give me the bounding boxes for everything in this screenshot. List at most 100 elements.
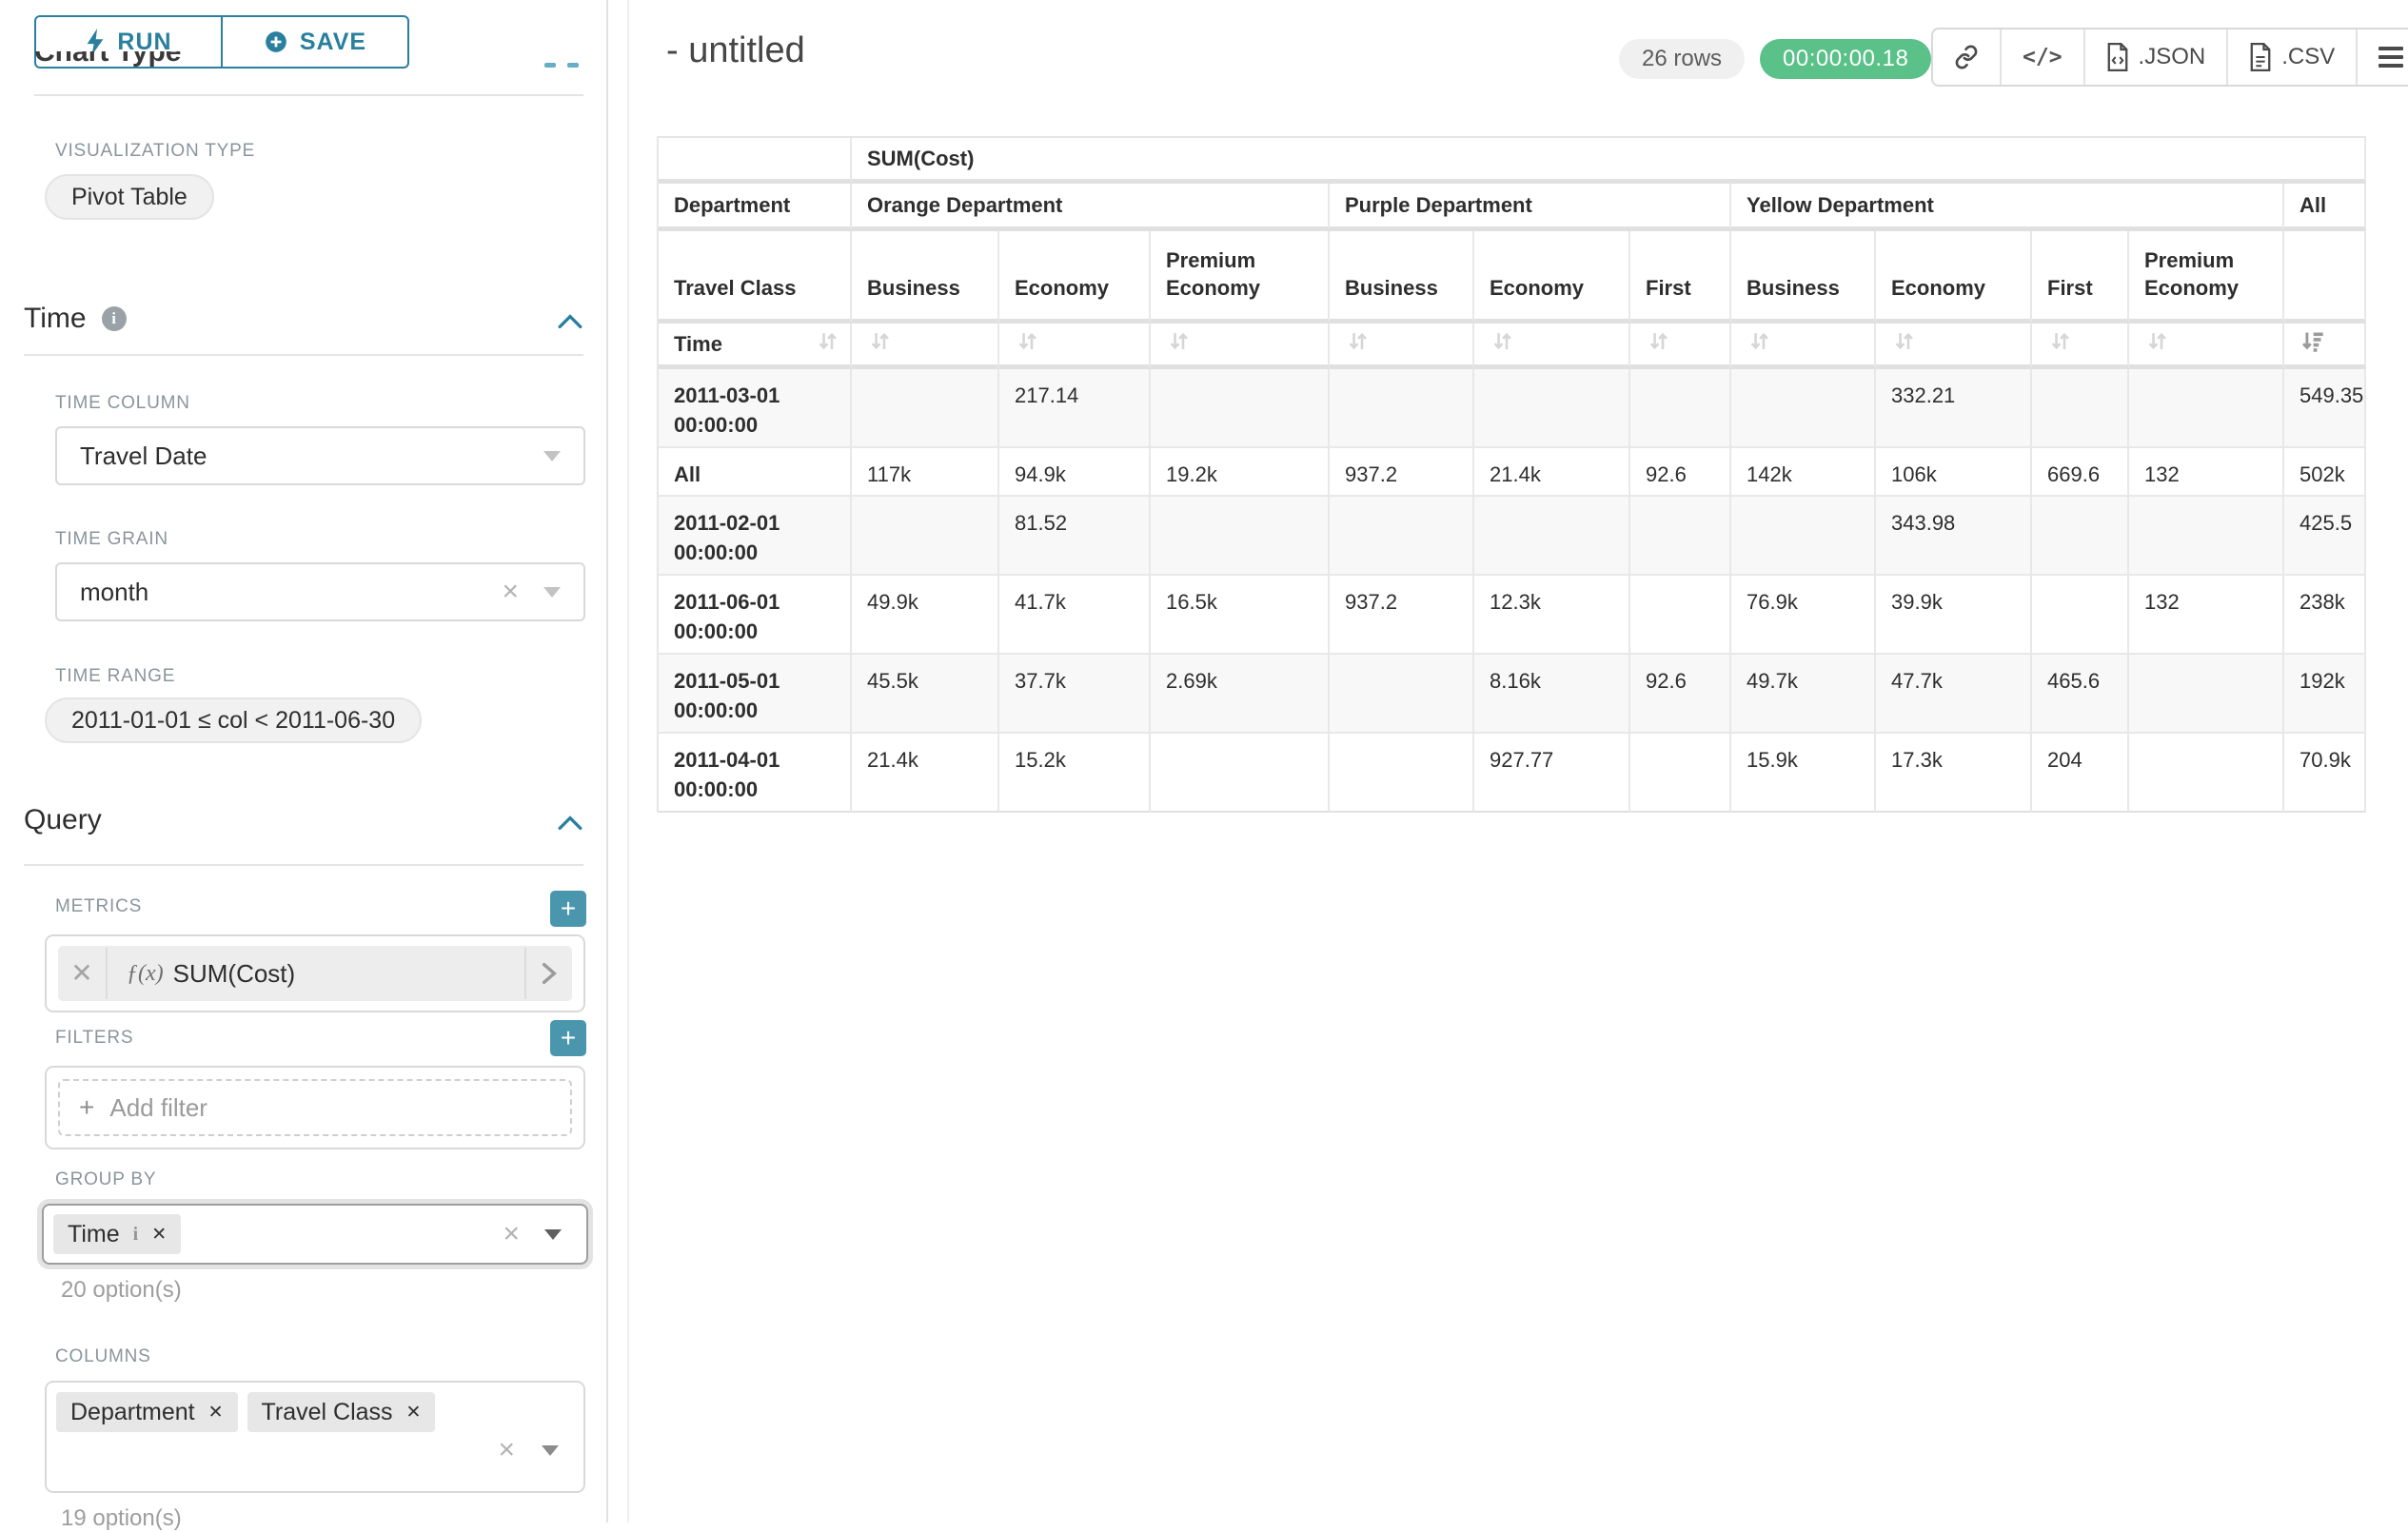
run-button[interactable]: RUN xyxy=(36,17,221,67)
sort-icon[interactable] xyxy=(1891,328,1917,360)
divider xyxy=(24,354,583,356)
remove-metric-icon[interactable]: ✕ xyxy=(58,948,108,999)
plus-icon: + xyxy=(79,1092,95,1122)
sort-header[interactable] xyxy=(1876,324,2032,369)
sort-header[interactable] xyxy=(2284,324,2366,369)
pivot-cell: 12.3k xyxy=(1474,576,1630,655)
run-button-label: RUN xyxy=(117,28,172,55)
sort-desc-active-icon[interactable] xyxy=(2299,328,2325,360)
pivot-cell xyxy=(1474,369,1630,448)
clear-icon[interactable]: × xyxy=(503,1218,520,1249)
collapse-chevron-up-icon[interactable] xyxy=(558,814,582,833)
menu-button[interactable] xyxy=(2356,29,2408,85)
sort-icon[interactable] xyxy=(1490,328,1515,360)
fx-icon: ƒ(x) xyxy=(127,960,164,986)
time-sort-header[interactable]: Time xyxy=(659,324,852,369)
sort-header[interactable] xyxy=(1630,324,1731,369)
column-group-header: Orange Department xyxy=(852,184,1330,231)
sort-icon[interactable] xyxy=(2047,328,2073,360)
sort-header[interactable] xyxy=(2032,324,2129,369)
panel-divider[interactable] xyxy=(606,0,608,1522)
metrics-box: ✕ ƒ(x) SUM(Cost) xyxy=(45,934,585,1012)
pivot-cell: 39.9k xyxy=(1876,576,2032,655)
pivot-cell: 21.4k xyxy=(1474,448,1630,497)
save-button[interactable]: SAVE xyxy=(221,17,407,67)
pivot-cell: 45.5k xyxy=(852,655,999,734)
sort-icon[interactable] xyxy=(815,328,840,360)
pivot-cell: 332.21 xyxy=(1876,369,2032,448)
sort-header[interactable] xyxy=(1151,324,1330,369)
pivot-cell: 465.6 xyxy=(2032,655,2129,734)
time-range-pill[interactable]: 2011-01-01 ≤ col < 2011-06-30 xyxy=(45,697,423,743)
pivot-cell xyxy=(1731,497,1876,576)
pivot-cell xyxy=(2129,497,2284,576)
columns-select[interactable]: Department ✕ Travel Class ✕ × xyxy=(45,1381,585,1493)
sort-header[interactable] xyxy=(1330,324,1474,369)
pivot-cell: 49.9k xyxy=(852,576,999,655)
row-label: 2011-06-01 00:00:00 xyxy=(659,576,852,655)
columns-label: COLUMNS xyxy=(55,1346,151,1366)
group-by-select[interactable]: Time i ✕ × xyxy=(42,1204,588,1265)
pivot-cell xyxy=(1630,734,1731,813)
remove-chip-icon[interactable]: ✕ xyxy=(405,1402,422,1423)
sort-header[interactable] xyxy=(1731,324,1876,369)
clear-icon[interactable]: × xyxy=(502,576,519,607)
sort-header[interactable] xyxy=(852,324,999,369)
column-group-header: Purple Department xyxy=(1330,184,1731,231)
hamburger-icon xyxy=(2378,47,2404,68)
travel-class-header: Business xyxy=(1731,231,1876,324)
pivot-cell: 8.16k xyxy=(1474,655,1630,734)
pivot-cell xyxy=(1630,576,1731,655)
columns-chip-department[interactable]: Department ✕ xyxy=(56,1392,238,1432)
add-filter-plus-button[interactable]: + xyxy=(550,1020,586,1056)
sort-icon[interactable] xyxy=(2144,328,2170,360)
group-by-options-hint: 20 option(s) xyxy=(61,1277,182,1303)
clear-icon[interactable]: × xyxy=(498,1434,515,1465)
copy-link-button[interactable] xyxy=(1933,29,2000,85)
sort-header[interactable] xyxy=(999,324,1151,369)
filters-box: + Add filter xyxy=(45,1066,585,1149)
sort-icon[interactable] xyxy=(1345,328,1371,360)
view-query-button[interactable]: </> xyxy=(2000,29,2083,85)
plus-circle-icon xyxy=(266,31,286,52)
pivot-cell: 49.7k xyxy=(1731,655,1876,734)
pivot-cell: 502k xyxy=(2284,448,2366,497)
visualization-type-pill[interactable]: Pivot Table xyxy=(45,174,214,220)
sort-icon[interactable] xyxy=(867,328,893,360)
collapse-chevron-up-icon[interactable] xyxy=(558,312,582,331)
caret-down-icon xyxy=(543,450,561,462)
add-metric-button[interactable]: + xyxy=(550,891,586,927)
run-save-button-group: RUN SAVE xyxy=(34,15,409,69)
sort-icon[interactable] xyxy=(1747,328,1772,360)
pivot-cell: 132 xyxy=(2129,448,2284,497)
add-filter-button[interactable]: + Add filter xyxy=(58,1079,572,1136)
remove-chip-icon[interactable]: ✕ xyxy=(151,1224,168,1245)
pivot-table: SUM(Cost) Department Orange Department Purp… xyxy=(657,136,2366,813)
time-column-select[interactable]: Travel Date xyxy=(55,426,585,485)
corner-cell xyxy=(659,138,852,184)
sort-icon[interactable] xyxy=(1646,328,1671,360)
divider xyxy=(24,864,583,866)
pivot-row: 2011-05-01 00:00:00 45.5k 37.7k 2.69k 8.16k 92… xyxy=(659,655,2366,734)
time-grain-select[interactable]: month × xyxy=(55,562,585,621)
sort-header[interactable] xyxy=(1474,324,1630,369)
pivot-cell: 21.4k xyxy=(852,734,999,813)
remove-chip-icon[interactable]: ✕ xyxy=(207,1402,224,1423)
chart-title[interactable]: - untitled xyxy=(666,30,805,70)
group-by-chip-time[interactable]: Time i ✕ xyxy=(53,1214,182,1254)
row-label: 2011-04-01 00:00:00 xyxy=(659,734,852,813)
export-json-button[interactable]: .JSON xyxy=(2082,29,2227,85)
pivot-cell: 2.69k xyxy=(1151,655,1330,734)
pivot-cell: 70.9k xyxy=(2284,734,2366,813)
sort-icon[interactable] xyxy=(1166,328,1192,360)
pivot-cell: 15.9k xyxy=(1731,734,1876,813)
metric-chip[interactable]: ✕ ƒ(x) SUM(Cost) xyxy=(58,946,572,1001)
group-by-label: GROUP BY xyxy=(55,1169,157,1189)
pivot-cell: 19.2k xyxy=(1151,448,1330,497)
info-icon[interactable]: i xyxy=(101,306,127,331)
chevron-right-icon[interactable] xyxy=(524,948,572,999)
columns-chip-travel-class[interactable]: Travel Class ✕ xyxy=(247,1392,436,1432)
sort-header[interactable] xyxy=(2129,324,2284,369)
export-csv-button[interactable]: .CSV xyxy=(2226,29,2356,85)
sort-icon[interactable] xyxy=(1015,328,1040,360)
